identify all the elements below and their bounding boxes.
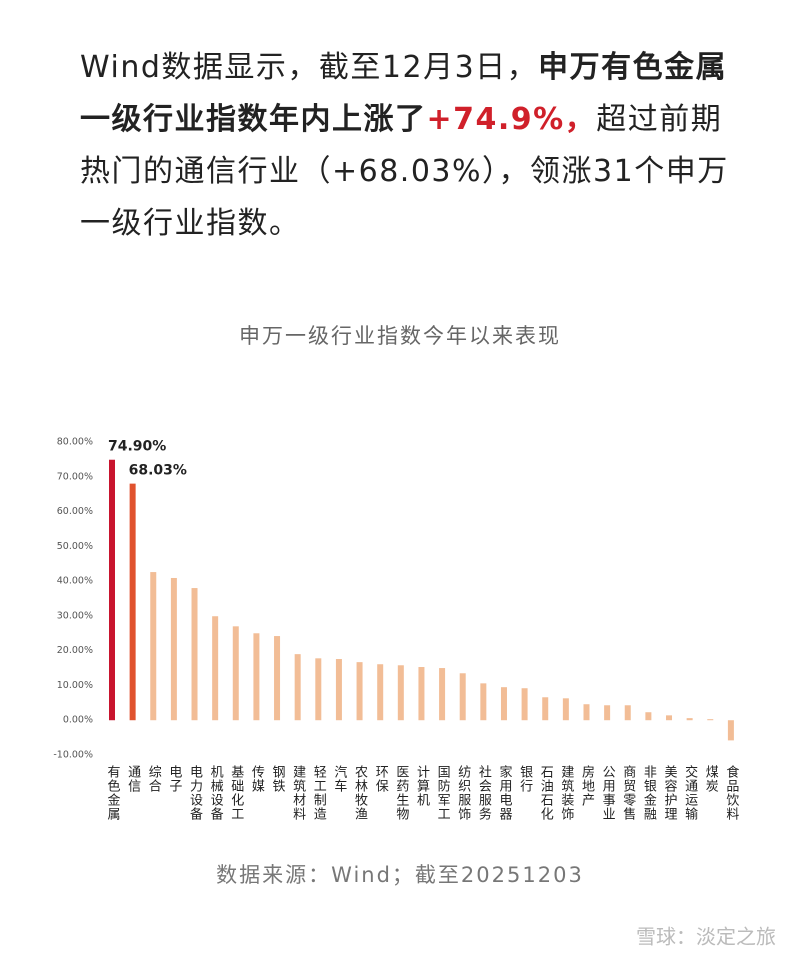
x-tick-label: 商贸零售 — [620, 765, 636, 821]
x-tick-label: 环保 — [373, 765, 389, 793]
bar — [150, 572, 157, 721]
bar — [191, 588, 198, 721]
x-tick-label: 建筑材料 — [290, 765, 306, 821]
bar — [727, 720, 734, 741]
chart-title: 申万一级行业指数今年以来表现 — [239, 324, 561, 348]
bar — [294, 654, 301, 721]
watermark: 雪球：淡定之旅 — [636, 925, 776, 949]
bar — [604, 705, 611, 721]
bar — [562, 698, 569, 721]
intro-part: 超过前期热门的通信行业（+68.03%），领涨31个申万一级行业指数。 — [80, 102, 729, 241]
intro-part: Wind数据显示，截至12月3日， — [80, 50, 539, 85]
x-tick-label: 银行 — [517, 765, 533, 793]
intro-part: 申万有色金属一级行业指数年内上涨了 — [80, 50, 728, 137]
bar — [645, 712, 652, 721]
x-tick-label: 交通运输 — [682, 764, 698, 821]
x-tick-label: 家用电器 — [496, 764, 512, 821]
source: 数据来源：Wind；截至20251203 — [216, 863, 584, 887]
bar — [253, 633, 260, 721]
intro-text: Wind数据显示，截至12月3日，申万有色金属一级行业指数年内上涨了+74.9%… — [80, 42, 730, 250]
bar — [583, 704, 590, 721]
bar — [707, 719, 714, 721]
x-tick-label: 传媒 — [249, 765, 265, 793]
y-tick-label: 60.00% — [57, 506, 93, 517]
bar — [129, 483, 136, 721]
bar — [377, 664, 384, 721]
intro-part: +74.9%， — [426, 102, 597, 137]
data-label: 74.90% — [108, 439, 166, 455]
x-tick-label: 钢铁 — [270, 765, 286, 793]
y-tick-label: 10.00% — [57, 680, 93, 691]
x-tick-label: 房地产 — [579, 764, 595, 807]
bar — [666, 715, 673, 721]
bar — [335, 659, 342, 721]
x-tick-label: 社会服务 — [476, 764, 492, 821]
bar — [274, 636, 281, 721]
x-tick-label: 基础化工 — [228, 765, 244, 821]
bar — [170, 577, 177, 721]
x-tick-label: 通信 — [125, 765, 141, 793]
bar — [459, 673, 466, 721]
x-tick-label: 非银金融 — [641, 765, 657, 821]
bar — [521, 688, 528, 721]
bar — [439, 668, 446, 721]
y-tick-label: 20.00% — [57, 645, 93, 656]
x-tick-label: 农林牧渔 — [352, 765, 368, 821]
x-tick-label: 煤炭 — [703, 765, 719, 793]
bar — [418, 667, 425, 721]
y-tick-label: 0.00% — [63, 715, 93, 726]
bar — [356, 662, 363, 721]
x-tick-label: 综合 — [146, 765, 162, 793]
y-tick-label: 70.00% — [57, 471, 93, 482]
bar — [109, 459, 115, 721]
x-tick-label: 纺织服饰 — [455, 765, 471, 821]
x-tick-label: 建筑装饰 — [558, 765, 574, 821]
x-tick-label: 石油石化 — [538, 765, 554, 821]
x-tick-label: 轻工制造 — [311, 765, 327, 821]
x-tick-label: 计算机 — [414, 765, 430, 807]
x-tick-label: 有色金属 — [105, 765, 121, 821]
bar — [212, 616, 219, 721]
bar — [624, 705, 631, 721]
x-tick-label: 汽车 — [331, 765, 347, 793]
x-tick-label: 机械设备 — [208, 765, 224, 821]
bar — [232, 626, 239, 721]
bar — [686, 718, 693, 721]
x-tick-label: 电子 — [166, 765, 182, 793]
y-tick-label: 30.00% — [57, 610, 93, 621]
x-tick-label: 食品饮料 — [723, 764, 739, 821]
x-tick-label: 国防军工 — [435, 765, 451, 821]
bar — [500, 687, 507, 721]
y-tick-label: 80.00% — [57, 437, 93, 448]
data-label: 68.03% — [129, 463, 187, 479]
y-tick-label: -10.00% — [53, 750, 93, 761]
bar — [397, 665, 404, 721]
bar — [480, 683, 487, 721]
x-tick-label: 美容护理 — [662, 765, 678, 821]
bar — [315, 658, 322, 721]
x-tick-label: 公用事业 — [600, 765, 616, 821]
x-tick-label: 电力设备 — [187, 765, 203, 821]
bar — [542, 697, 549, 721]
y-tick-label: 50.00% — [57, 541, 93, 552]
y-tick-label: 40.00% — [57, 576, 93, 587]
x-tick-label: 医药生物 — [393, 765, 409, 821]
